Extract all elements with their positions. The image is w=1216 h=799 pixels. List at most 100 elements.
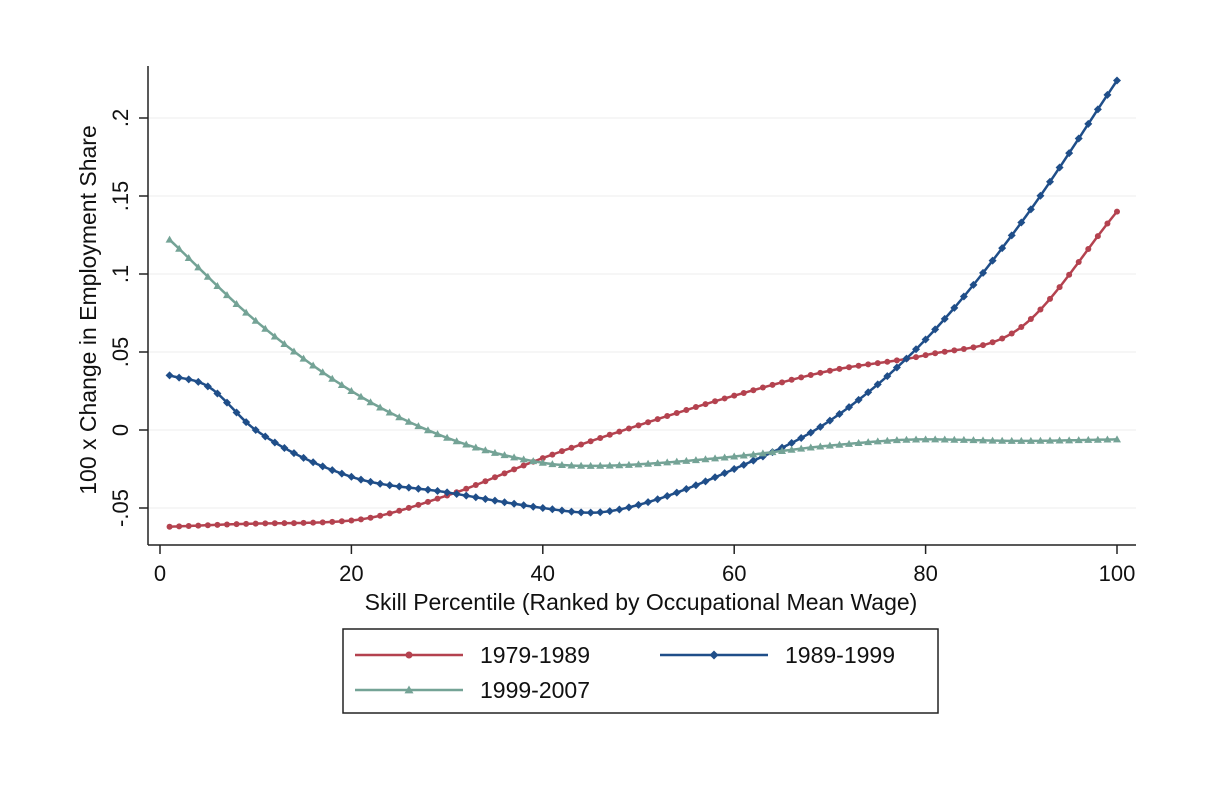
series-0-point-45 (597, 434, 604, 441)
series-1-point-15 (309, 458, 318, 467)
series-0-point-46 (606, 431, 613, 438)
series-1-point-96 (1084, 119, 1093, 128)
series-line-2 (168, 238, 1118, 468)
series-0-point-72 (855, 362, 862, 369)
series-0-point-56 (702, 401, 709, 408)
series-1-point-0 (165, 371, 174, 380)
series-2-point-59 (730, 452, 739, 460)
series-1-point-78 (912, 345, 921, 354)
series-0-point-67 (807, 372, 814, 379)
series-2-point-44 (586, 461, 595, 469)
series-2-point-26 (414, 422, 423, 430)
series-2-point-56 (701, 455, 710, 463)
legend-marker-1 (709, 650, 719, 660)
series-1-point-99 (1113, 76, 1121, 85)
series-2-point-29 (443, 433, 452, 441)
series-1-point-60 (739, 460, 748, 469)
legend-label-1: 1989-1999 (785, 642, 895, 668)
series-2-point-72 (854, 438, 863, 446)
series-0-point-21 (367, 514, 374, 521)
series-1-point-61 (749, 456, 758, 465)
series-0-point-10 (262, 520, 269, 527)
series-0-point-27 (424, 498, 431, 505)
series-2-point-50 (644, 459, 653, 467)
series-2-point-30 (452, 437, 461, 445)
series-2-point-25 (404, 417, 413, 425)
series-1-point-36 (510, 499, 519, 508)
legend: 1979-1989 1989-1999 1999-2007 (342, 628, 939, 714)
series-0-point-40 (549, 451, 556, 458)
series-0-point-12 (281, 520, 288, 527)
series-0-point-94 (1066, 271, 1073, 278)
series-0-point-35 (501, 470, 508, 477)
series-2-point-62 (758, 449, 767, 457)
series-2-point-4 (203, 272, 212, 280)
series-1-point-19 (347, 472, 356, 481)
series-2-point-66 (797, 444, 806, 452)
series-2-point-12 (280, 340, 289, 348)
series-1-point-35 (500, 498, 509, 507)
series-0-point-22 (377, 512, 384, 519)
series-0-point-19 (348, 517, 355, 524)
series-1-point-5 (213, 389, 222, 398)
series-0-point-69 (826, 367, 833, 374)
series-0-point-25 (405, 504, 412, 511)
series-0-point-23 (386, 510, 393, 517)
series-1-point-76 (892, 363, 901, 372)
series-2-point-23 (385, 408, 394, 416)
series-2-point-33 (481, 446, 490, 454)
series-1-point-42 (567, 507, 576, 516)
series-1-point-29 (443, 488, 452, 497)
series-1-point-86 (988, 256, 997, 265)
series-0-point-65 (788, 376, 795, 383)
series-2-point-43 (577, 461, 586, 469)
series-1-point-38 (529, 502, 538, 511)
series-0-point-3 (195, 522, 202, 529)
series-2-point-61 (749, 450, 758, 458)
series-0-point-68 (817, 369, 824, 376)
series-1-point-43 (577, 508, 586, 517)
series-1-point-7 (232, 408, 241, 417)
legend-marker-0 (405, 651, 413, 659)
series-1-point-22 (376, 479, 385, 488)
series-0-point-54 (683, 407, 690, 414)
series-1-point-85 (979, 268, 988, 277)
series-1-point-48 (624, 503, 633, 512)
series-2-point-78 (912, 435, 921, 443)
legend-item-2: 1999-2007 (355, 677, 590, 703)
series-0-point-42 (568, 444, 575, 451)
series-2-point-32 (471, 443, 480, 451)
series-1-point-66 (797, 433, 806, 442)
series-2-point-21 (366, 398, 375, 406)
series-2-point-38 (529, 457, 538, 465)
series-1-point-93 (1055, 163, 1064, 172)
series-1-point-25 (404, 483, 413, 492)
series-1-point-52 (663, 491, 672, 500)
series-2-point-87 (998, 436, 1007, 444)
series-1-point-91 (1036, 191, 1045, 200)
series-1-point-98 (1103, 90, 1112, 99)
series-0-point-98 (1104, 220, 1111, 227)
series-1-point-74 (873, 380, 882, 389)
series-2-point-69 (825, 441, 834, 449)
series-0-point-71 (846, 364, 853, 371)
series-2-point-89 (1017, 436, 1026, 444)
series-0-point-36 (511, 466, 518, 473)
series-2-point-5 (213, 281, 222, 289)
series-0-point-39 (539, 455, 546, 462)
series-0-point-8 (243, 520, 250, 527)
series-1-point-70 (835, 410, 844, 419)
series-1-point-4 (203, 382, 212, 391)
series-0-point-57 (712, 398, 719, 405)
series-1-point-75 (883, 372, 892, 381)
series-1-point-87 (998, 244, 1007, 253)
series-2-point-28 (433, 430, 442, 438)
series-2-point-80 (931, 435, 940, 443)
series-2-point-37 (519, 455, 528, 463)
series-2-point-9 (251, 316, 260, 324)
series-2-point-60 (739, 451, 748, 459)
series-2-point-52 (663, 458, 672, 466)
series-2-point-94 (1065, 436, 1074, 444)
series-2-point-71 (845, 439, 854, 447)
series-2-point-15 (309, 361, 318, 369)
